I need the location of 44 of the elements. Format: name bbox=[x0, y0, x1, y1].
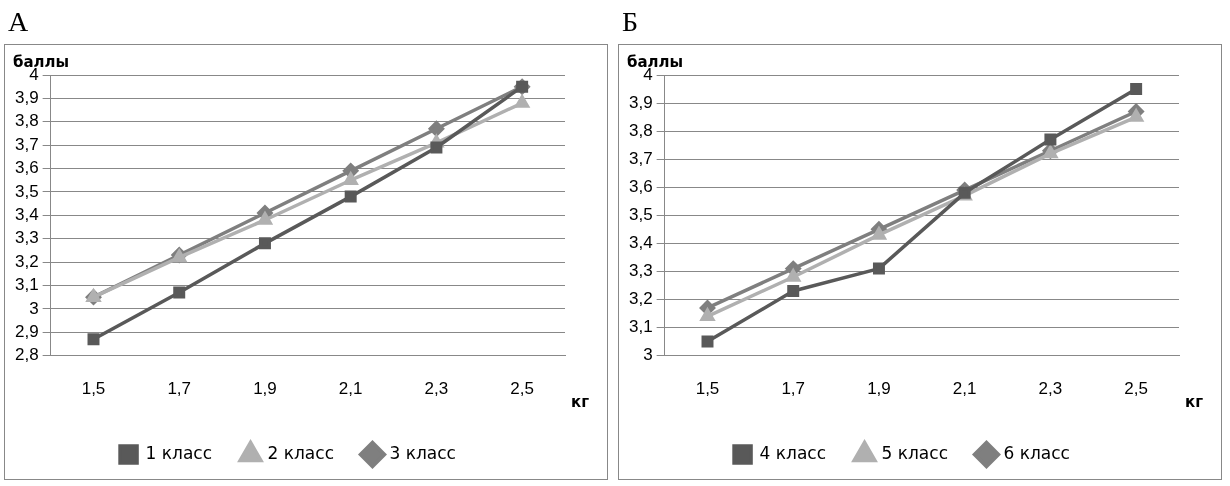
x-tick-label: 1,5 bbox=[695, 379, 720, 399]
legend-label: 1 класс bbox=[145, 442, 213, 463]
y-tick-label: 2,8 bbox=[14, 345, 39, 365]
x-tick-label: 1,7 bbox=[167, 379, 192, 399]
y-tick-label: 3,4 bbox=[14, 204, 39, 224]
y-tick-label: 3,8 bbox=[14, 111, 39, 131]
x-tick-label: 1,5 bbox=[81, 379, 106, 399]
x-tick-label: 2,5 bbox=[510, 379, 534, 399]
y-tick-label: 3,2 bbox=[14, 251, 39, 271]
chart-title: А bbox=[7, 5, 30, 39]
legend-label: 2 класс bbox=[267, 442, 334, 463]
y-tick-label: 3,6 bbox=[628, 176, 653, 196]
legend-label: 4 класс bbox=[759, 442, 827, 463]
y-tick-label: 3,8 bbox=[628, 120, 653, 140]
y-tick-label: 3,7 bbox=[14, 134, 39, 154]
y-tick-label: 3,1 bbox=[14, 275, 39, 295]
y-tick-label: 3,5 bbox=[14, 181, 39, 201]
x-axis-title: кг bbox=[571, 393, 590, 412]
y-tick-label: 3,1 bbox=[628, 317, 653, 337]
x-tick-label: 2,3 bbox=[1038, 379, 1063, 399]
x-axis-title: кг bbox=[1185, 393, 1204, 412]
legend-label: 5 класс bbox=[881, 442, 948, 463]
y-tick-label: 3,7 bbox=[628, 148, 653, 168]
y-tick-label: 2,9 bbox=[14, 321, 39, 341]
y-tick-label: 3,9 bbox=[628, 92, 653, 112]
y-tick-label: 3,3 bbox=[628, 261, 653, 281]
x-tick-label: 1,9 bbox=[867, 379, 891, 399]
y-tick-label: 3,2 bbox=[628, 289, 653, 309]
x-tick-label: 1,7 bbox=[781, 379, 806, 399]
y-tick-label: 3,4 bbox=[628, 233, 653, 253]
x-tick-label: 2,1 bbox=[338, 379, 363, 399]
y-tick-label: 3,3 bbox=[14, 228, 39, 248]
legend-label: 6 класс bbox=[1003, 442, 1070, 463]
x-tick-label: 1,9 bbox=[253, 379, 277, 399]
y-tick-label: 3 bbox=[29, 298, 39, 318]
y-tick-label: 3 bbox=[643, 345, 653, 365]
legend-label: 3 класс bbox=[389, 442, 456, 463]
x-tick-label: 2,5 bbox=[1124, 379, 1148, 399]
y-tick-label: 3,9 bbox=[14, 88, 39, 108]
chart-title: Б bbox=[621, 5, 640, 39]
y-tick-label: 3,5 bbox=[628, 204, 653, 224]
x-tick-label: 2,1 bbox=[952, 379, 977, 399]
x-tick-label: 2,3 bbox=[424, 379, 449, 399]
y-tick-label: 3,6 bbox=[14, 158, 39, 178]
